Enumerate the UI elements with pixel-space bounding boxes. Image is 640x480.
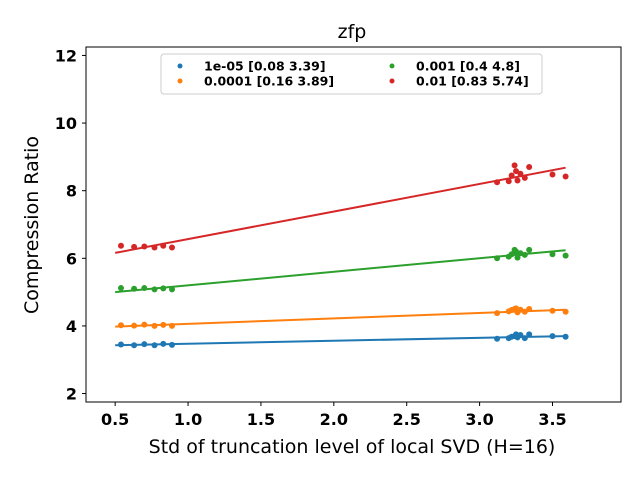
data-point-series-2-13 bbox=[521, 251, 528, 258]
legend-label-series-3: 0.01 [0.83 5.74] bbox=[416, 74, 529, 89]
data-point-series-0-16 bbox=[562, 333, 569, 340]
data-point-series-2-5 bbox=[169, 286, 176, 293]
x-tick-label: 3.5 bbox=[538, 410, 566, 429]
x-axis: 0.5 1.0 1.5 2.0 2.5 3.0 3.5 bbox=[101, 402, 567, 429]
series-3 bbox=[114, 162, 569, 254]
data-point-series-0-0 bbox=[117, 341, 124, 348]
data-point-series-2-16 bbox=[562, 252, 569, 259]
data-point-series-2-15 bbox=[549, 251, 556, 258]
data-point-series-3-15 bbox=[549, 171, 556, 178]
x-tick-label: 1.5 bbox=[247, 410, 275, 429]
data-point-series-3-16 bbox=[562, 173, 569, 180]
data-point-series-0-6 bbox=[494, 335, 501, 342]
x-axis-label: Std of truncation level of local SVD (H=… bbox=[149, 436, 556, 458]
data-point-series-1-16 bbox=[562, 308, 569, 315]
data-point-series-3-5 bbox=[169, 244, 176, 251]
data-point-series-1-14 bbox=[526, 306, 533, 313]
data-point-series-0-4 bbox=[160, 340, 167, 347]
data-point-series-3-0 bbox=[117, 242, 124, 249]
legend-marker-series-0 bbox=[177, 63, 183, 69]
data-point-series-0-2 bbox=[141, 341, 148, 348]
data-point-series-2-4 bbox=[160, 285, 167, 292]
plot-area bbox=[114, 162, 569, 349]
fit-line-series-2 bbox=[115, 249, 566, 294]
data-point-series-3-6 bbox=[494, 179, 501, 186]
data-point-series-2-3 bbox=[151, 286, 158, 293]
data-point-series-2-1 bbox=[131, 285, 138, 292]
y-tick-label: 8 bbox=[66, 182, 77, 201]
x-tick-label: 2.0 bbox=[320, 410, 348, 429]
chart-title: zfp bbox=[338, 21, 367, 43]
data-point-series-1-13 bbox=[521, 308, 528, 315]
series-1 bbox=[115, 305, 569, 329]
series-2 bbox=[115, 246, 569, 294]
data-point-series-1-15 bbox=[549, 307, 556, 314]
data-point-series-1-2 bbox=[141, 321, 148, 328]
data-point-series-0-12 bbox=[517, 332, 524, 339]
y-axis-label: Compression Ratio bbox=[21, 136, 43, 314]
legend-label-series-1: 0.0001 [0.16 3.89] bbox=[204, 74, 334, 89]
x-tick-label: 1.0 bbox=[174, 410, 202, 429]
fit-line-series-0 bbox=[115, 335, 566, 347]
legend-box bbox=[160, 53, 543, 95]
data-point-series-1-3 bbox=[151, 322, 158, 329]
y-tick-label: 12 bbox=[55, 46, 77, 65]
y-tick-label: 2 bbox=[66, 385, 77, 404]
data-point-series-2-11 bbox=[514, 254, 521, 261]
data-point-series-3-12 bbox=[517, 170, 524, 177]
data-point-series-2-2 bbox=[141, 285, 148, 292]
data-point-series-3-14 bbox=[526, 164, 533, 171]
data-point-series-3-13 bbox=[521, 174, 528, 181]
data-point-series-3-7 bbox=[505, 178, 512, 185]
data-point-series-2-6 bbox=[494, 255, 501, 262]
legend-label-series-0: 1e-05 [0.08 3.39] bbox=[204, 59, 326, 74]
data-point-series-1-4 bbox=[160, 321, 167, 328]
data-point-series-2-14 bbox=[526, 246, 533, 253]
data-point-series-3-4 bbox=[160, 242, 167, 249]
data-point-series-0-14 bbox=[526, 331, 533, 338]
data-point-series-3-3 bbox=[151, 244, 158, 251]
legend-label-series-2: 0.001 [0.4 4.8] bbox=[416, 59, 520, 74]
data-point-series-2-8 bbox=[508, 251, 515, 258]
legend-marker-series-3 bbox=[389, 78, 395, 84]
data-point-series-3-9 bbox=[511, 162, 518, 169]
fit-line-series-3 bbox=[114, 166, 566, 254]
data-point-series-3-2 bbox=[141, 243, 148, 250]
data-point-series-3-11 bbox=[514, 177, 521, 184]
legend-marker-series-2 bbox=[389, 63, 395, 69]
data-point-series-3-8 bbox=[508, 172, 515, 179]
data-point-series-1-5 bbox=[169, 322, 176, 329]
axes-frame bbox=[85, 46, 622, 403]
data-point-series-0-15 bbox=[549, 333, 556, 340]
y-tick-label: 10 bbox=[55, 114, 77, 133]
data-point-series-0-13 bbox=[521, 335, 528, 342]
data-point-series-1-0 bbox=[117, 322, 124, 329]
data-point-series-1-6 bbox=[494, 310, 501, 317]
x-tick-label: 3.0 bbox=[465, 410, 493, 429]
x-tick-label: 2.5 bbox=[393, 410, 421, 429]
y-tick-label: 4 bbox=[66, 317, 77, 336]
legend-marker-series-1 bbox=[177, 78, 183, 84]
data-point-series-0-1 bbox=[131, 342, 138, 349]
data-point-series-3-1 bbox=[131, 243, 138, 250]
x-tick-label: 0.5 bbox=[101, 410, 129, 429]
fit-line-series-1 bbox=[115, 308, 566, 328]
data-point-series-1-1 bbox=[131, 322, 138, 329]
data-point-series-0-5 bbox=[169, 341, 176, 348]
y-tick-label: 6 bbox=[66, 249, 77, 268]
series-0 bbox=[115, 331, 569, 349]
y-axis: 2 4 6 8 10 12 bbox=[55, 46, 86, 404]
data-point-series-0-3 bbox=[151, 342, 158, 349]
data-point-series-2-0 bbox=[117, 285, 124, 292]
data-point-series-3-10 bbox=[513, 168, 520, 175]
legend: 1e-05 [0.08 3.39]0.0001 [0.16 3.89] 0.001… bbox=[160, 53, 543, 95]
